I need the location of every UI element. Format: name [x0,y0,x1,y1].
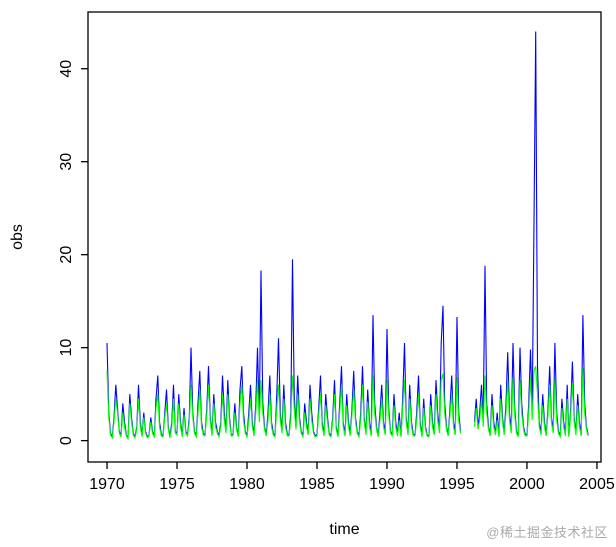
x-tick-label: 1995 [439,476,475,493]
y-axis-label: obs [9,224,26,250]
x-axis-label: time [329,521,359,538]
obs-observed-line [106,259,462,440]
x-tick-label: 1990 [369,476,405,493]
x-tick-label: 2000 [509,476,545,493]
y-tick-label: 20 [58,246,75,264]
obs-observed-line [473,31,589,437]
y-tick-label: 40 [58,60,75,78]
y-tick-label: 30 [58,153,75,171]
obs-overlay-line [473,366,589,440]
y-tick-label: 0 [58,436,75,445]
watermark: @稀土掘金技术社区 [486,525,608,540]
x-tick-label: 1970 [89,476,125,493]
x-tick-label: 1985 [299,476,335,493]
y-tick-label: 10 [58,339,75,357]
x-tick-label: 1980 [229,476,265,493]
plot-border [87,11,602,463]
x-tick-label: 1975 [159,476,195,493]
obs-overlay-line [106,370,462,441]
x-tick-label: 2005 [579,476,615,493]
